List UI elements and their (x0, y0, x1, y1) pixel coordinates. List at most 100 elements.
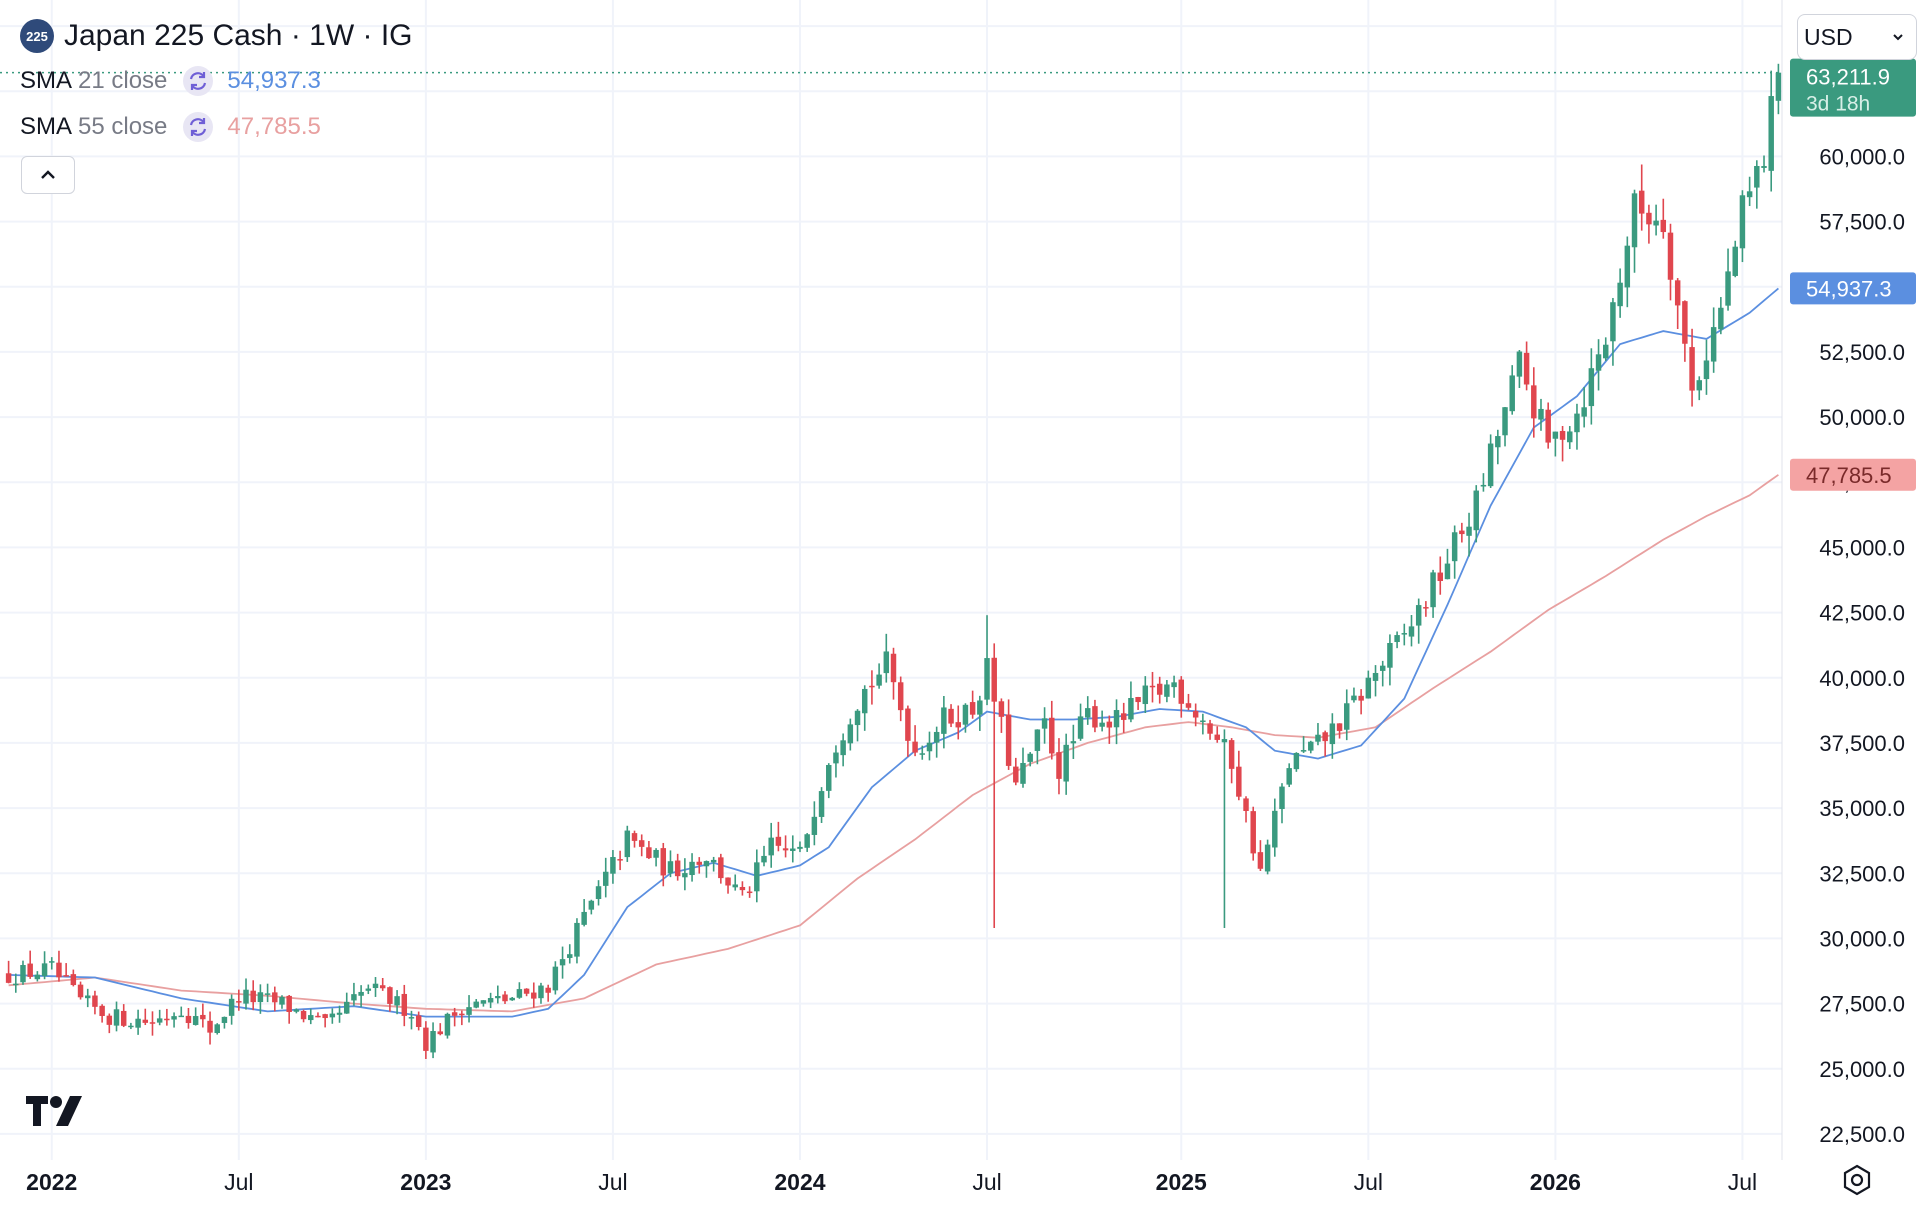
candle (164, 1008, 170, 1026)
candle (1408, 615, 1415, 647)
candle (156, 1009, 163, 1026)
candle (128, 1022, 134, 1030)
candle (782, 835, 789, 858)
price-tick-label: 22,500.0 (1819, 1122, 1905, 1147)
candle (509, 997, 515, 1001)
price-tick-label: 60,000.0 (1819, 144, 1905, 169)
candle (1020, 747, 1026, 788)
indicator-sma55-row[interactable]: SMA 55 close 47,785.5 (20, 104, 413, 150)
candle (948, 704, 954, 728)
candle (660, 842, 667, 887)
candle (1379, 660, 1386, 687)
candle (480, 1000, 487, 1007)
time-tick-label: 2023 (400, 1169, 451, 1195)
candle (415, 1011, 422, 1031)
chart-legend: 225 Japan 225 Cash · 1W · IG SMA 21 clos… (20, 14, 413, 150)
candle (840, 733, 846, 767)
price-axis[interactable]: 22,500.0 25,000.0 27,500.0 30,000.0 32,500.0… (1819, 14, 1905, 1147)
indicator-value: 54,937.3 (227, 67, 321, 94)
candle (826, 763, 832, 799)
candle (41, 951, 48, 980)
chart-settings-gear-icon[interactable] (1840, 1163, 1874, 1202)
candle (1444, 548, 1451, 580)
candle (984, 615, 990, 706)
candle (905, 705, 911, 757)
candle (1595, 339, 1602, 391)
currency-value: USD (1804, 23, 1853, 50)
candle (631, 830, 638, 848)
candle (1574, 403, 1580, 450)
indicator-sma21-row[interactable]: SMA 21 close 54,937.3 (20, 58, 413, 104)
candle (1603, 337, 1609, 361)
price-tick-label: 37,500.0 (1819, 731, 1905, 756)
grid (0, 0, 1783, 1160)
candle (1106, 715, 1113, 744)
candle (372, 977, 379, 997)
candles (5, 63, 1782, 1060)
candle (214, 1023, 220, 1035)
candle (250, 980, 256, 1011)
last-price-label (1790, 58, 1916, 117)
tradingview-logo-icon[interactable] (24, 1094, 86, 1133)
candle (1451, 525, 1458, 579)
candle (955, 705, 961, 740)
candle (1250, 806, 1256, 861)
bar-countdown: 3d 18h (1806, 93, 1870, 116)
symbol-title[interactable]: Japan 225 Cash · 1W · IG (64, 19, 413, 52)
candle (991, 643, 997, 928)
candle (120, 1004, 127, 1028)
refresh-icon[interactable] (183, 112, 214, 142)
candle (1221, 729, 1228, 928)
sma-price-value: 47,785.5 (1806, 463, 1892, 488)
candle (1459, 522, 1465, 543)
candle (926, 731, 933, 761)
refresh-icon[interactable] (183, 66, 214, 96)
candle (379, 978, 386, 991)
time-axis[interactable]: 2022 Jul 2023 Jul 2024 Jul 2025 Jul 2026 Jul (26, 1169, 1757, 1195)
candle (1624, 236, 1631, 308)
candle (185, 1007, 192, 1029)
candle (286, 994, 292, 1024)
candle (1344, 689, 1350, 741)
candle (818, 787, 825, 823)
indicator-value: 47,785.5 (227, 113, 321, 140)
candle (92, 990, 98, 1015)
candle (1171, 675, 1177, 698)
candle (1113, 699, 1120, 745)
candle (27, 950, 33, 979)
currency-select[interactable]: USD (1797, 14, 1917, 60)
candle (351, 982, 357, 1006)
candle (1099, 710, 1105, 732)
candle (847, 718, 854, 751)
candle (1351, 687, 1357, 703)
candle (264, 983, 271, 1003)
indicator-name: SMA (20, 113, 73, 140)
candle (1567, 426, 1573, 450)
candle (401, 984, 408, 1027)
symbol-title-row[interactable]: 225 Japan 225 Cash · 1W · IG (20, 14, 413, 58)
candle (1761, 155, 1767, 173)
candle (624, 825, 631, 862)
candle (1696, 376, 1702, 401)
candle (502, 991, 508, 1004)
time-tick-label: 2025 (1156, 1169, 1207, 1195)
candle (710, 856, 717, 872)
candle (1308, 740, 1314, 754)
candle (1286, 763, 1292, 788)
collapse-legend-button[interactable] (21, 156, 75, 194)
price-tick-label: 32,500.0 (1819, 861, 1905, 886)
candle (977, 695, 983, 731)
candle (1092, 699, 1098, 733)
candle (1646, 204, 1652, 244)
candle (768, 822, 774, 868)
indicator-params: 55 close (78, 113, 168, 140)
candle (1667, 223, 1674, 301)
candle (1487, 434, 1494, 489)
candle (495, 985, 501, 1004)
candle (1387, 634, 1393, 686)
candle (1394, 631, 1400, 649)
candle (1372, 665, 1379, 697)
candle (1703, 339, 1710, 395)
candle (430, 1022, 436, 1059)
